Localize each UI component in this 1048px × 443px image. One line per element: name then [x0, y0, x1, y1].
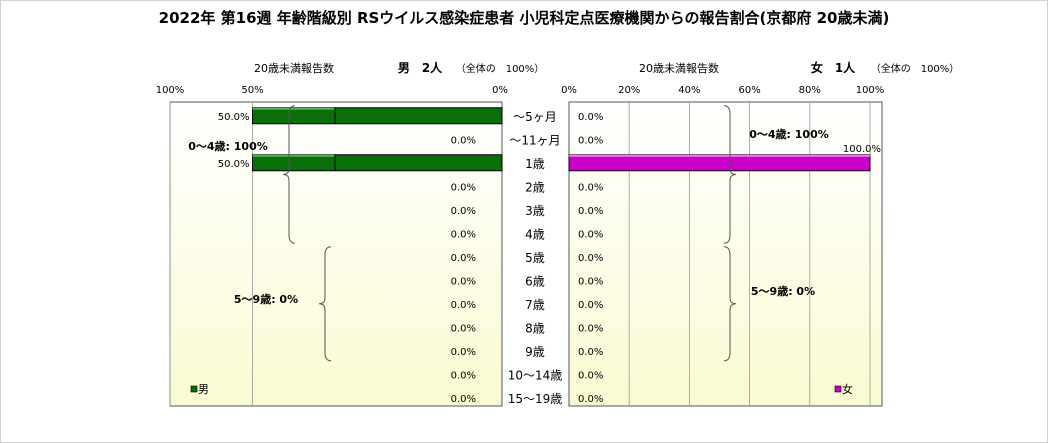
male-gridlines: [169, 102, 253, 406]
age-label: ～5ヶ月: [513, 110, 557, 124]
female-value-label: 0.0%: [578, 112, 603, 123]
male-value-label: 50.0%: [218, 112, 250, 123]
female-tick-label: 20%: [618, 85, 640, 96]
male-value-labels: 50.0% 0.0% 50.0% 0.0% 0.0% 0.0% 0.0% 0.0% 0.0% 0.…: [218, 112, 476, 405]
male-value-label: 0.0%: [451, 253, 476, 264]
female-legend-label: 女: [842, 382, 853, 396]
male-value-label: 50.0%: [218, 159, 250, 170]
male-value-label: 0.0%: [451, 300, 476, 311]
female-value-label: 0.0%: [578, 253, 603, 264]
age-label: 1歳: [525, 157, 545, 171]
male-bar: [252, 154, 336, 172]
female-tick-label: 60%: [738, 85, 760, 96]
female-value-label: 0.0%: [578, 276, 603, 287]
male-tick-label: 0%: [492, 85, 508, 96]
female-brace-5-9: [723, 246, 737, 362]
female-group-label-5-9: 5～9歳: 0%: [751, 284, 815, 298]
female-total-note: （全体の 100%）: [871, 62, 960, 75]
male-bar-highlight: [252, 107, 335, 110]
male-plot-area: [169, 101, 503, 407]
male-axis-ticks: 100% 50% 0%: [156, 85, 508, 96]
female-value-label: 0.0%: [578, 182, 603, 193]
female-axis-ticks: 0% 20% 40% 60% 80% 100%: [561, 85, 884, 96]
male-legend-swatch: [190, 385, 198, 393]
male-group-label-0-4: 0～4歳: 100%: [188, 139, 268, 153]
age-label: 3歳: [525, 204, 545, 218]
age-label: 10～14歳: [508, 368, 563, 382]
female-bars: [568, 154, 871, 172]
male-value-label: 0.0%: [451, 276, 476, 287]
male-tick-label: 50%: [241, 85, 263, 96]
male-value-label: 0.0%: [451, 229, 476, 240]
male-bars: [252, 107, 503, 172]
female-bar: [568, 154, 871, 172]
male-value-label: 0.0%: [451, 206, 476, 217]
female-tick-label: 40%: [678, 85, 700, 96]
male-value-label: 0.0%: [451, 394, 476, 405]
female-heading: 女 1人: [811, 60, 856, 75]
age-label: 9歳: [525, 345, 545, 359]
male-legend-label: 男: [198, 383, 209, 396]
male-value-label: 0.0%: [451, 182, 476, 193]
female-value-label: 0.0%: [578, 394, 603, 405]
male-value-label: 0.0%: [451, 347, 476, 358]
female-value-label: 0.0%: [578, 347, 603, 358]
male-value-label: 0.0%: [451, 323, 476, 334]
female-group-label-0-4: 0～4歳: 100%: [749, 127, 829, 141]
female-value-label: 0.0%: [578, 300, 603, 311]
age-label: 8歳: [525, 321, 545, 335]
male-brace-0-4: [282, 105, 296, 244]
male-bar-extension: [334, 154, 503, 172]
female-value-label: 0.0%: [578, 206, 603, 217]
age-label: ～11ヶ月: [509, 133, 560, 147]
female-value-label: 0.0%: [578, 370, 603, 381]
age-label: 6歳: [525, 274, 545, 288]
female-value-label: 100.0%: [843, 144, 881, 155]
male-bar-highlight: [252, 154, 335, 157]
female-value-label: 0.0%: [578, 229, 603, 240]
female-tick-label: 0%: [561, 85, 577, 96]
age-category-labels: ～5ヶ月 ～11ヶ月 1歳 2歳 3歳 4歳 5歳 6歳 7歳 8歳 9歳 10～14歳 15～19歳: [508, 110, 563, 406]
female-value-label: 0.0%: [578, 323, 603, 334]
age-label: 7歳: [525, 298, 545, 312]
female-brace-0-4: [723, 105, 737, 244]
female-tick-label: 80%: [799, 85, 821, 96]
female-legend-swatch: [834, 385, 842, 393]
age-label: 4歳: [525, 227, 545, 241]
male-caption: 20歳未満報告数: [254, 62, 334, 75]
female-caption: 20歳未満報告数: [639, 62, 719, 75]
male-tick-label: 100%: [156, 85, 185, 96]
male-value-label: 0.0%: [451, 370, 476, 381]
female-value-labels: 0.0% 0.0% 100.0% 0.0% 0.0% 0.0% 0.0% 0.0% 0.0% 0.…: [578, 112, 881, 405]
female-plot-area: [568, 101, 883, 407]
male-bar: [252, 107, 336, 125]
male-value-label: 0.0%: [451, 135, 476, 146]
male-total-note: （全体の 100%）: [456, 62, 545, 75]
group-braces: [282, 105, 737, 362]
chart-title: 2022年 第16週 年齢階級別 RSウイルス感染症患者 小児科定点医療機関から…: [159, 9, 890, 27]
female-value-label: 0.0%: [578, 135, 603, 146]
age-label: 2歳: [525, 180, 545, 194]
male-bar-extension: [334, 107, 503, 125]
age-label: 15～19歳: [508, 392, 563, 406]
male-group-label-5-9: 5～9歳: 0%: [234, 292, 298, 306]
female-bar-highlight: [569, 154, 870, 157]
age-label: 5歳: [525, 251, 545, 265]
female-tick-label: 100%: [856, 85, 885, 96]
female-gridlines: [628, 102, 871, 406]
male-brace-5-9: [318, 246, 332, 362]
male-heading: 男 2人: [398, 60, 443, 75]
